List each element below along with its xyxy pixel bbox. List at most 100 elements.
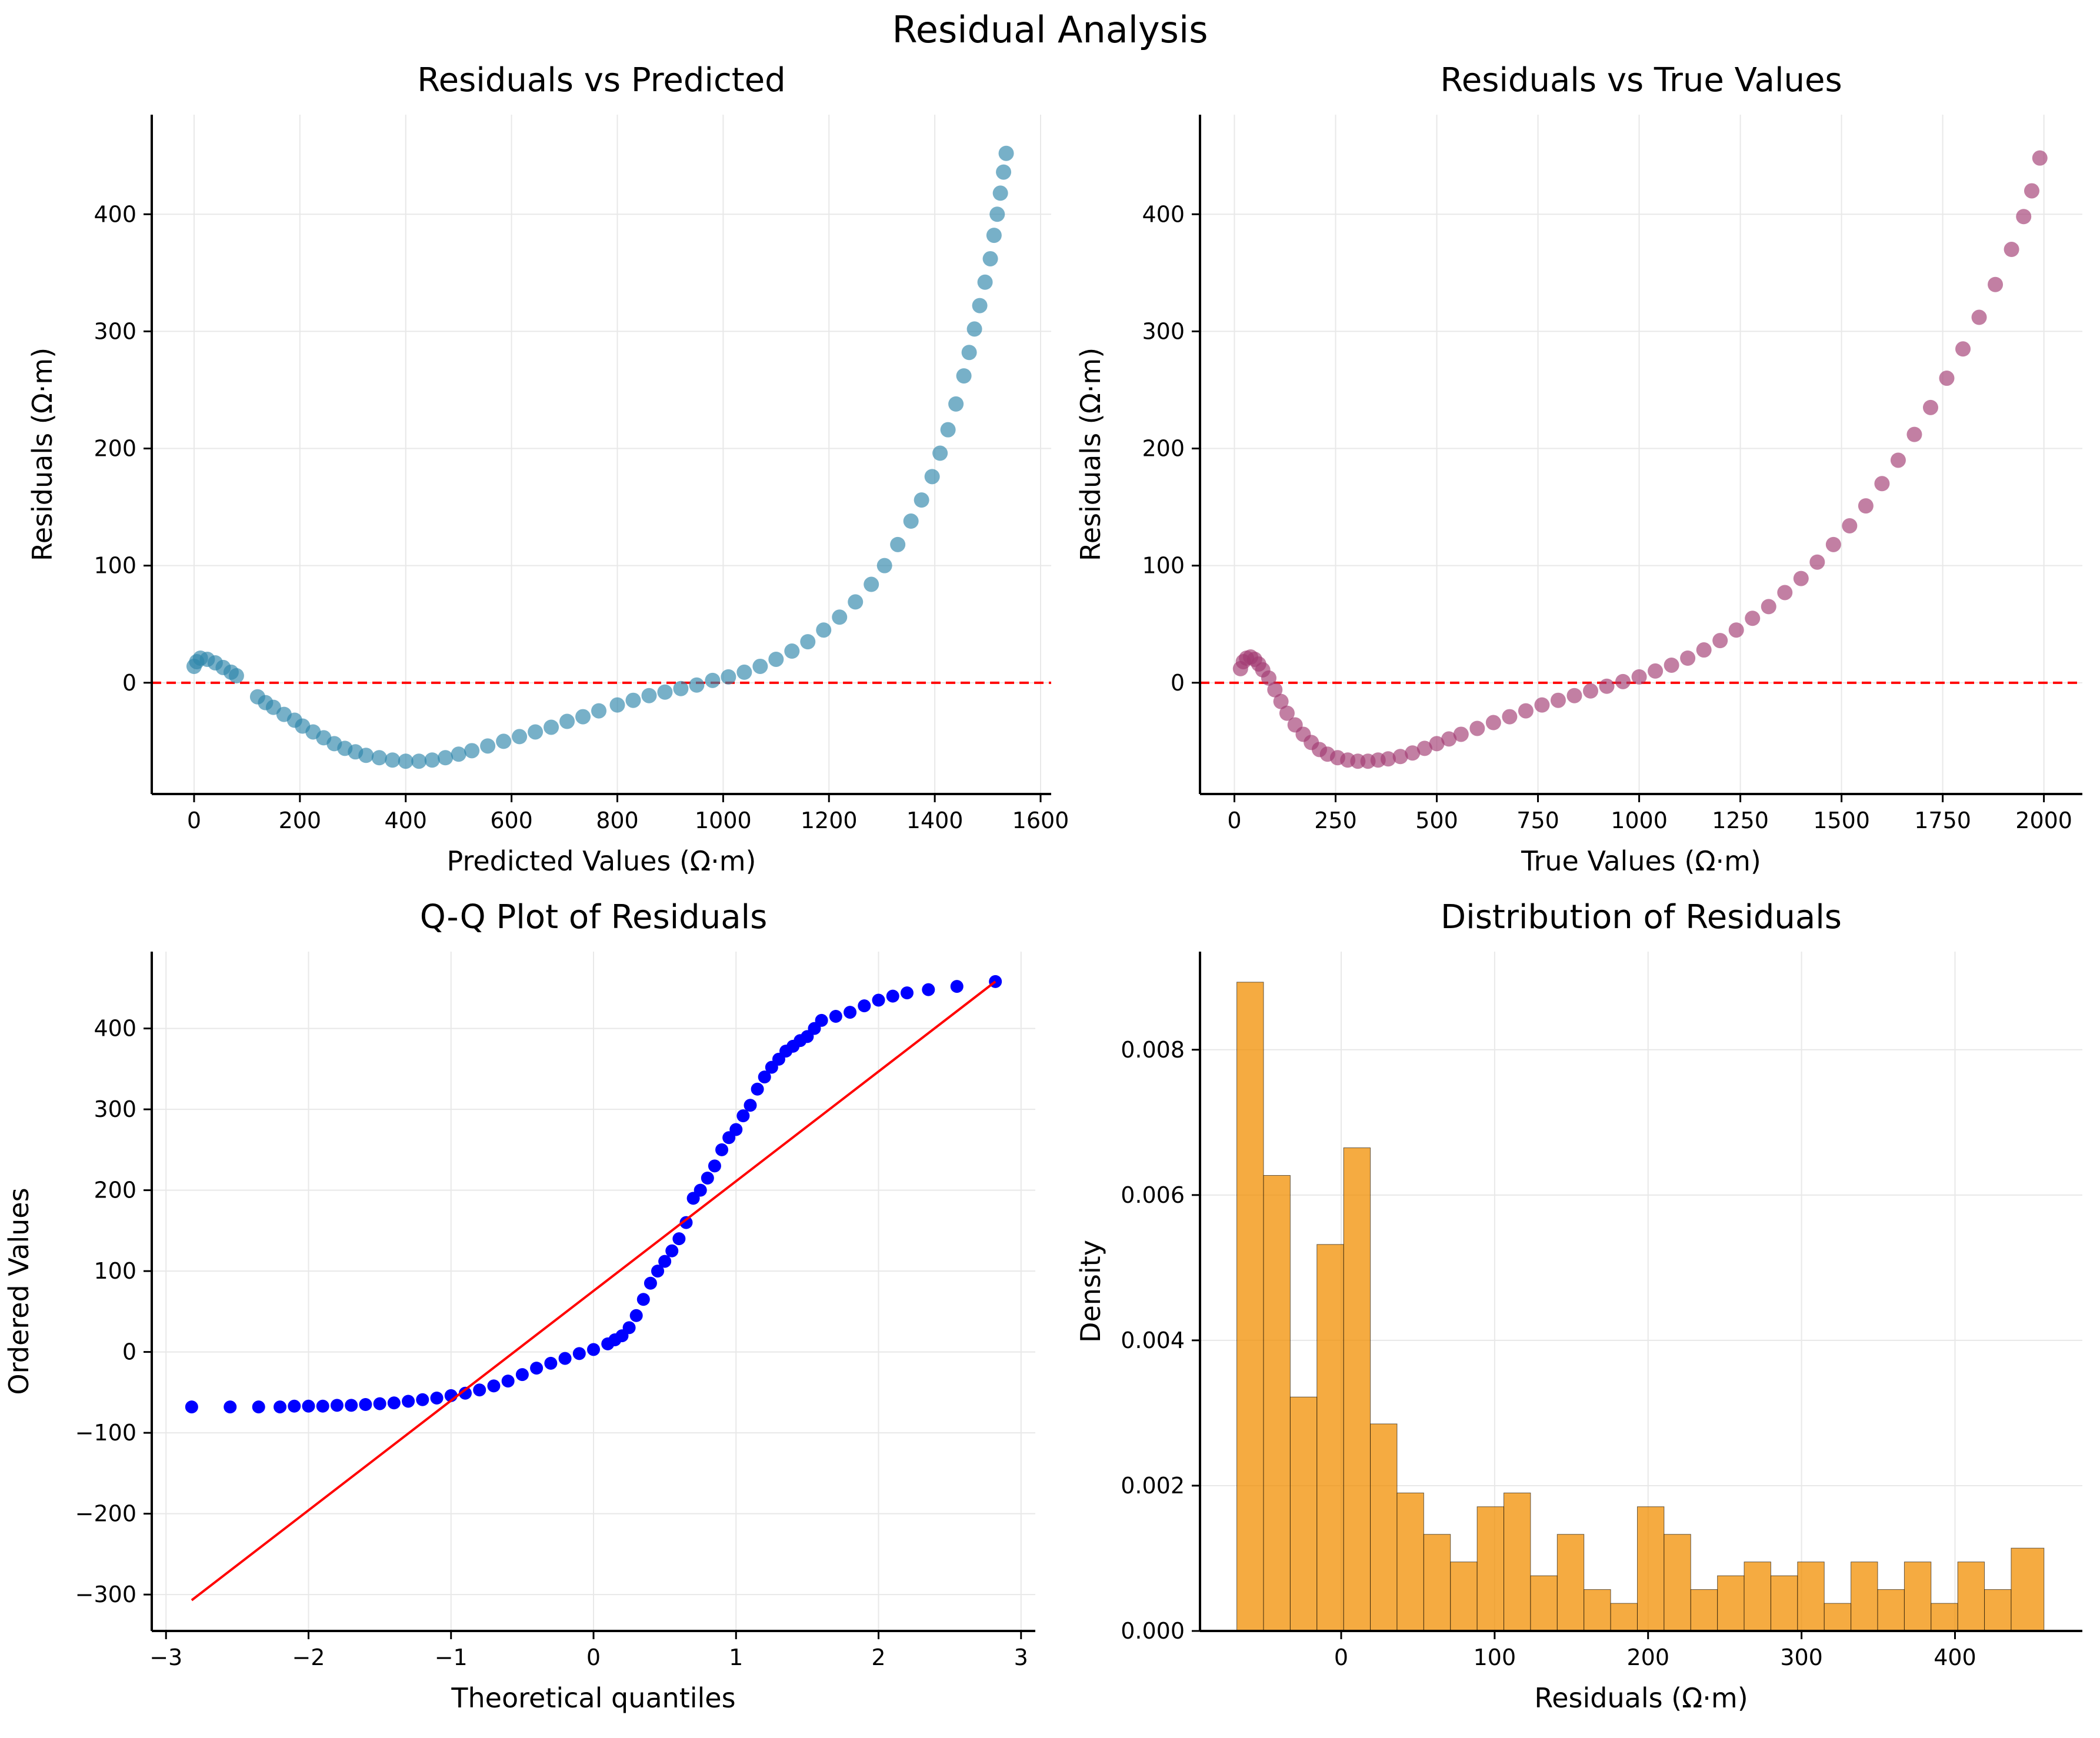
scatter-point <box>1712 633 1728 649</box>
scatter-point <box>1696 642 1712 658</box>
scatter-point <box>864 576 879 592</box>
histogram-bar <box>1851 1562 1878 1632</box>
histogram-bar <box>1584 1589 1611 1632</box>
x-tick-label: 1500 <box>1813 808 1870 833</box>
scatter-point <box>1453 726 1469 742</box>
x-tick-label: 2 <box>871 1644 885 1670</box>
scatter-point <box>252 1400 265 1414</box>
x-tick-label: 400 <box>384 808 427 833</box>
scatter-point <box>932 445 948 461</box>
scatter-point <box>736 1109 750 1123</box>
x-tick-label: 800 <box>596 808 639 833</box>
x-tick-label: 400 <box>1934 1644 1976 1670</box>
y-tick-label: 300 <box>94 318 136 344</box>
scatter-point <box>1416 740 1432 756</box>
x-tick-label: −2 <box>292 1644 325 1670</box>
histogram-bar <box>1664 1534 1691 1632</box>
histogram-bar <box>2011 1547 2045 1632</box>
scatter-point <box>848 594 864 610</box>
scatter-point <box>558 1352 572 1365</box>
scatter-point <box>1842 518 1858 533</box>
scatter-point <box>679 1216 693 1229</box>
chart-panel-resid-hist: 0 100 200 300 400 0.000 0.002 0.004 0.006 0.008 Di… <box>1075 898 2082 1714</box>
scatter-point <box>1761 599 1776 615</box>
scatter-point <box>886 989 899 1003</box>
histogram-bar <box>1556 1534 1585 1632</box>
scatter-point <box>1874 476 1890 492</box>
scatter-point <box>1261 670 1276 686</box>
scatter-point <box>636 1293 650 1306</box>
histogram-bar <box>1289 1396 1318 1632</box>
scatter-point <box>644 1276 657 1290</box>
scatter-point <box>784 643 800 659</box>
histogram-bar <box>1877 1589 1905 1632</box>
y-tick-label: 300 <box>1142 318 1185 344</box>
scatter-point <box>900 986 914 1000</box>
x-tick-label: 500 <box>1415 808 1458 833</box>
scatter-point <box>800 634 816 650</box>
scatter-point <box>1825 536 1841 552</box>
scatter-point <box>1664 657 1679 673</box>
chart-title: Residuals vs Predicted <box>417 61 785 99</box>
x-tick-label: 3 <box>1014 1644 1028 1670</box>
x-tick-label: 600 <box>490 808 533 833</box>
scatter-point <box>996 164 1012 180</box>
scatter-point <box>2032 150 2048 166</box>
histogram-bar <box>1797 1562 1825 1632</box>
histogram-bar <box>1396 1492 1424 1632</box>
scatter-point <box>940 422 956 438</box>
chart-title: Residuals vs True Values <box>1440 61 1842 99</box>
scatter-point <box>672 1232 686 1246</box>
scatter-point <box>977 274 993 290</box>
scatter-point <box>768 651 784 667</box>
scatter-point <box>515 1368 529 1382</box>
chart-title: Q-Q Plot of Residuals <box>420 898 768 936</box>
scatter-point <box>1680 651 1696 666</box>
scatter-point <box>858 999 871 1013</box>
x-tick-label: −3 <box>149 1644 182 1670</box>
scatter-point <box>1955 341 1971 357</box>
histogram-bar <box>1316 1244 1344 1632</box>
scatter-point <box>829 1010 842 1023</box>
scatter-point <box>729 1123 743 1136</box>
x-tick-label: 0 <box>1334 1644 1348 1670</box>
histogram-bar <box>1263 1175 1291 1632</box>
x-tick-label: 1 <box>729 1644 743 1670</box>
scatter-point <box>398 753 414 769</box>
scatter-point <box>1279 705 1295 721</box>
x-axis-label: True Values (Ω·m) <box>1521 845 1761 877</box>
scatter-point <box>575 709 591 725</box>
scatter-point <box>961 345 977 361</box>
x-tick-label: 2000 <box>2015 808 2072 833</box>
x-tick-label: 100 <box>1474 1644 1516 1670</box>
x-tick-label: 0 <box>586 1644 601 1670</box>
scatter-point <box>438 750 454 766</box>
histogram-bar <box>1636 1506 1665 1632</box>
scatter-point <box>966 321 982 337</box>
scatter-point <box>876 558 892 573</box>
histogram-bar <box>1957 1562 1985 1632</box>
scatter-point <box>956 368 972 384</box>
scatter-point <box>316 1399 329 1413</box>
scatter-point <box>998 145 1014 161</box>
y-tick-label: −200 <box>75 1501 136 1527</box>
scatter-point <box>1485 715 1501 730</box>
scatter-point <box>371 750 387 766</box>
scatter-point <box>673 680 689 696</box>
scatter-point <box>512 729 528 745</box>
scatter-point <box>1793 571 1809 586</box>
x-tick-label: 0 <box>187 808 201 833</box>
scatter-point <box>1469 720 1485 736</box>
scatter-point <box>185 1400 198 1414</box>
scatter-point <box>815 1013 828 1027</box>
chart-panel-resid-vs-true: 0 250 500 750 1000 1250 1500 1750 2000 0 100 200 300… <box>1075 61 2082 877</box>
y-axis-label: Ordered Values <box>3 1187 35 1395</box>
y-tick-label: 0.002 <box>1121 1473 1185 1499</box>
y-tick-label: −300 <box>75 1582 136 1607</box>
scatter-point <box>689 677 705 693</box>
scatter-point <box>544 1356 558 1370</box>
histogram-bar <box>1476 1506 1505 1632</box>
scatter-point <box>629 1309 643 1322</box>
scatter-point <box>609 697 625 713</box>
